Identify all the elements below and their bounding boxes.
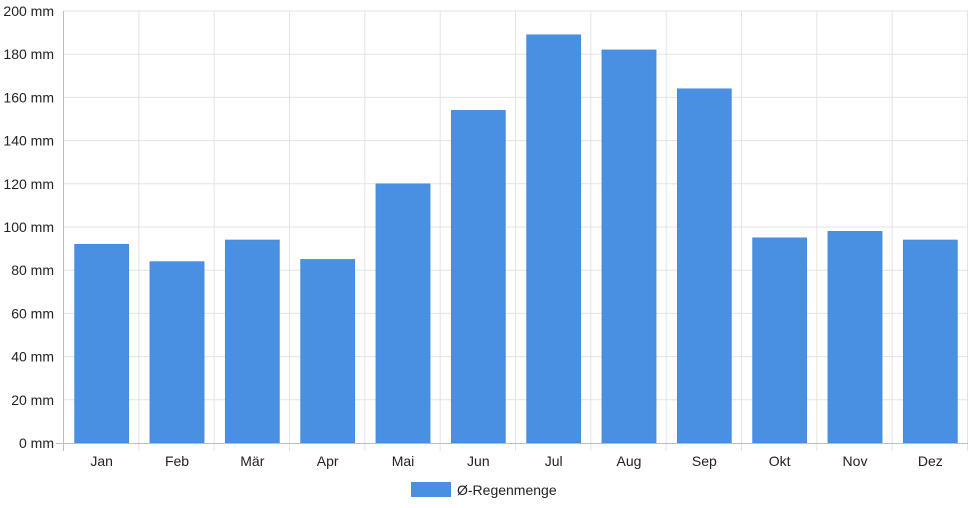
x-tick-label: Mär [240,453,264,469]
bar-sep[interactable] [676,88,732,444]
legend[interactable]: Ø-Regenmenge [411,482,557,498]
y-axis-tick-labels: 0 mm 20 mm 40 mm 60 mm 80 mm 100 mm 120 mm 140 … [3,3,54,451]
y-tick-label: 0 mm [19,435,54,451]
axes [56,11,968,451]
x-tick-label: Jul [545,453,563,469]
y-tick-label: 160 mm [3,89,54,105]
bar-mär[interactable] [224,239,280,444]
x-tick-label: Sep [692,453,717,469]
bar-jun[interactable] [450,110,506,444]
legend-label: Ø-Regenmenge [457,482,557,498]
x-tick-label: Dez [918,453,943,469]
x-axis-tick-labels: Jan Feb Mär Apr Mai Jun Jul Aug Sep Okt Nov Dez [90,453,942,469]
y-tick-label: 60 mm [11,305,54,321]
y-tick-label: 200 mm [3,3,54,19]
x-tick-label: Jun [467,453,490,469]
y-tick-label: 80 mm [11,262,54,278]
y-tick-label: 20 mm [11,392,54,408]
bar-jul[interactable] [526,34,582,444]
bar-mai[interactable] [375,183,431,444]
y-tick-label: 140 mm [3,133,54,149]
x-tick-label: Aug [617,453,642,469]
x-tick-label: Feb [165,453,189,469]
y-tick-label: 180 mm [3,46,54,62]
x-tick-label: Nov [843,453,868,469]
bar-feb[interactable] [149,261,205,444]
x-tick-label: Apr [317,453,339,469]
x-tick-label: Mai [392,453,415,469]
bar-apr[interactable] [300,259,356,444]
y-tick-label: 120 mm [3,176,54,192]
x-tick-label: Jan [90,453,113,469]
y-tick-label: 100 mm [3,219,54,235]
bar-okt[interactable] [752,237,808,444]
bar-aug[interactable] [601,49,657,444]
bar-nov[interactable] [827,231,883,444]
bars [74,34,958,444]
bar-jan[interactable] [74,244,130,444]
legend-swatch [411,482,451,497]
y-tick-label: 40 mm [11,349,54,365]
x-tick-label: Okt [769,453,791,469]
bar-dez[interactable] [902,239,958,444]
